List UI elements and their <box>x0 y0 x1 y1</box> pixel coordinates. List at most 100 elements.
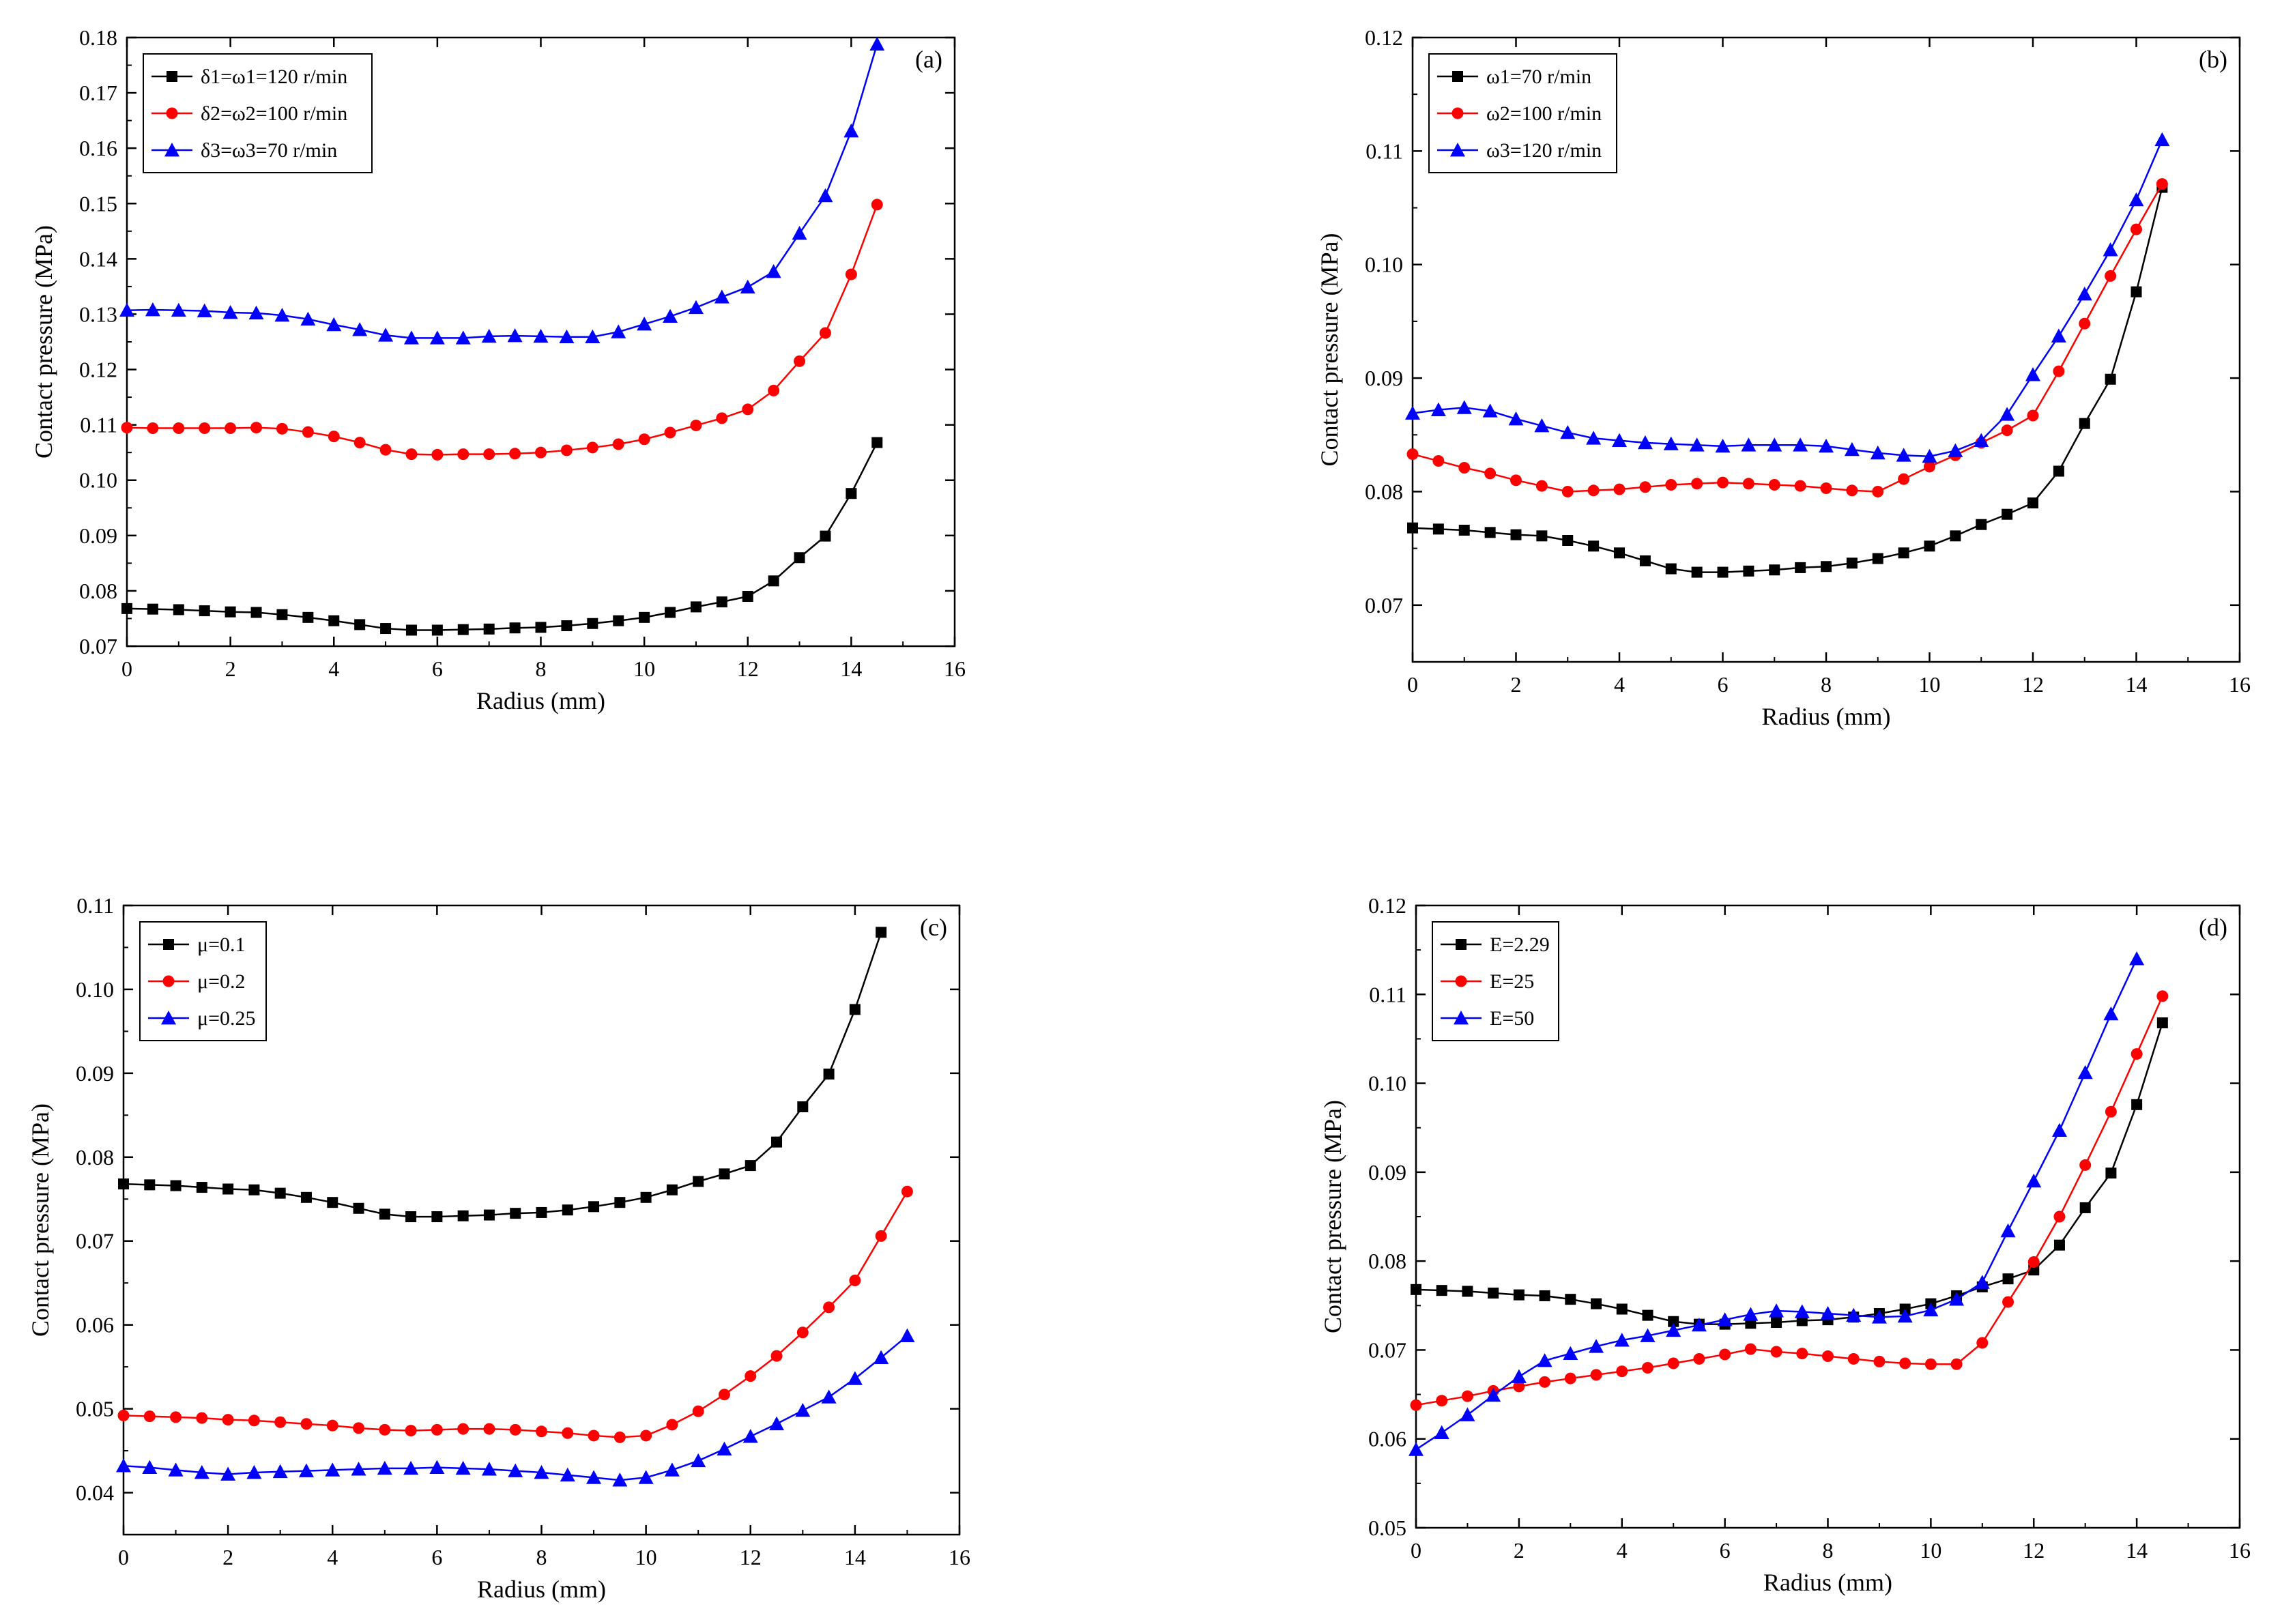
data-point <box>1641 1361 1653 1374</box>
y-tick-label: 0.11 <box>1369 982 1406 1006</box>
data-point <box>1717 476 1729 489</box>
y-tick-label: 0.10 <box>76 977 114 1002</box>
legend-marker <box>1454 1011 1469 1025</box>
data-point <box>869 36 885 51</box>
data-point <box>745 1160 756 1172</box>
data-point <box>2026 1173 2042 1188</box>
data-point <box>843 124 859 138</box>
data-point <box>1976 519 1987 530</box>
data-point <box>1976 1337 1989 1349</box>
data-point <box>901 1185 913 1198</box>
data-point <box>1872 553 1883 564</box>
data-point <box>144 1179 156 1191</box>
data-point <box>431 448 444 461</box>
data-point <box>116 1458 131 1473</box>
data-point <box>455 1460 471 1475</box>
data-point <box>457 1210 469 1221</box>
data-point <box>272 1464 288 1479</box>
series-group <box>1405 132 2170 463</box>
data-point <box>2105 1105 2117 1118</box>
legend-marker <box>1452 71 1463 82</box>
data-point <box>507 328 523 343</box>
data-point <box>457 448 470 461</box>
legend-marker <box>164 143 179 157</box>
data-point <box>1820 1306 1836 1320</box>
data-point <box>1588 540 1600 552</box>
data-point <box>298 1463 314 1477</box>
data-point <box>509 1423 521 1436</box>
y-tick-label: 0.10 <box>79 468 117 493</box>
data-point <box>302 611 314 623</box>
data-point <box>509 622 521 634</box>
data-point <box>1458 462 1471 474</box>
data-point <box>818 188 833 203</box>
panel-label: (b) <box>2199 46 2227 73</box>
data-point <box>1510 529 1522 540</box>
y-tick-label: 0.09 <box>76 1061 114 1086</box>
data-point <box>1539 1376 1551 1388</box>
series-line <box>1415 1022 2164 1325</box>
data-point <box>614 1197 626 1208</box>
chart-panel: 0 2 4 6 8 10 12 14 16 0.07 0.08 0.09 0.10 0.11 0.12 Rad… <box>1316 25 2251 730</box>
data-point <box>1691 1317 1707 1332</box>
data-point <box>1719 1348 1731 1361</box>
data-point <box>742 403 754 416</box>
data-point <box>559 329 575 344</box>
data-point <box>1410 1399 1422 1411</box>
data-point <box>1535 480 1548 492</box>
data-point <box>1744 1343 1757 1355</box>
x-axis-title: Radius (mm) <box>1763 1569 1892 1596</box>
data-point <box>1534 418 1550 433</box>
y-tick-label: 0.06 <box>1368 1427 1406 1451</box>
data-point <box>2051 328 2066 343</box>
data-point <box>171 302 186 317</box>
data-point <box>2077 286 2092 301</box>
data-point <box>899 1328 915 1342</box>
x-tick-label: 6 <box>1720 1538 1731 1563</box>
x-tick-label: 16 <box>944 656 966 681</box>
data-point <box>147 603 158 615</box>
data-point <box>509 448 521 460</box>
data-point <box>560 444 573 456</box>
data-point <box>1795 562 1806 573</box>
data-point <box>1613 483 1626 495</box>
y-tick-label: 0.08 <box>1368 1249 1406 1273</box>
data-point <box>196 1182 207 1193</box>
data-point <box>250 607 262 618</box>
data-point <box>766 264 781 278</box>
data-point <box>1846 484 1858 497</box>
data-point <box>457 1423 470 1435</box>
data-point <box>1565 1294 1576 1305</box>
data-point <box>2053 365 2065 377</box>
data-point <box>1796 1348 1808 1360</box>
data-point <box>1871 1309 1887 1324</box>
data-point <box>2027 497 2038 509</box>
data-point <box>768 575 779 587</box>
x-tick-label: 0 <box>118 1545 129 1569</box>
data-point <box>1717 1312 1733 1326</box>
data-point <box>2154 132 2170 147</box>
y-tick-label: 0.16 <box>79 136 117 160</box>
legend-marker <box>1450 143 1465 157</box>
data-point <box>792 226 807 240</box>
legend-marker <box>1451 107 1464 119</box>
data-point <box>1899 1357 1911 1369</box>
y-axis-title: Contact pressure (MPa) <box>27 1103 54 1337</box>
data-point <box>1513 1289 1525 1301</box>
data-point <box>796 1326 809 1339</box>
legend-label: δ1=ω1=120 r/min <box>201 66 347 88</box>
data-point <box>483 1209 495 1221</box>
data-point <box>821 1389 837 1404</box>
data-point <box>1793 437 1808 452</box>
x-axis-title: Radius (mm) <box>476 687 605 714</box>
data-point <box>483 448 495 461</box>
panel-label: (d) <box>2199 914 2227 941</box>
data-point <box>1949 1292 1965 1306</box>
data-point <box>714 289 730 304</box>
x-axis-title: Radius (mm) <box>477 1576 606 1603</box>
data-point <box>2053 465 2064 477</box>
series-line <box>1412 139 2163 458</box>
data-point <box>1924 1358 1937 1370</box>
data-point <box>328 431 340 443</box>
data-point <box>1462 1286 1473 1297</box>
